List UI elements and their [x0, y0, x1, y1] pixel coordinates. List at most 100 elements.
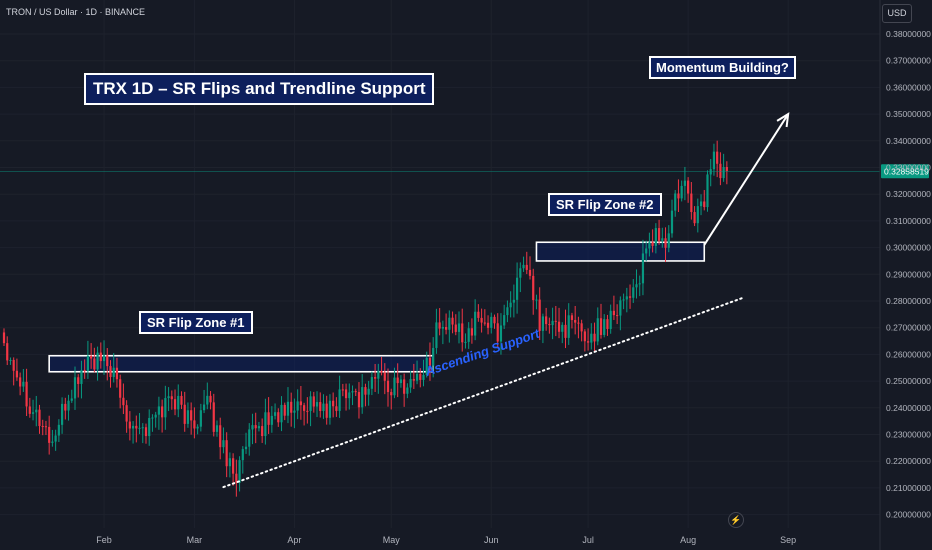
candle-body	[535, 299, 538, 301]
candle-body	[186, 410, 190, 424]
x-tick-label: Jul	[582, 535, 594, 545]
candle-body	[648, 242, 651, 249]
last-price-value: 0.32858519	[884, 166, 929, 176]
candle-body	[273, 412, 277, 416]
candle-body	[409, 378, 412, 388]
candle-body	[299, 401, 302, 406]
candle-body	[57, 424, 60, 436]
candle-body	[361, 387, 364, 408]
candle-body	[325, 403, 328, 418]
candle-body	[683, 180, 686, 186]
candle-body	[509, 302, 512, 308]
candle-body	[280, 404, 283, 423]
momentum-label: Momentum Building?	[649, 56, 796, 79]
candle-body	[645, 248, 648, 254]
candle-body	[593, 333, 596, 342]
candle-body	[309, 396, 312, 412]
candle-body	[719, 163, 722, 179]
candle-body	[86, 355, 90, 371]
candle-body	[44, 426, 48, 428]
candle-body	[131, 425, 135, 429]
candle-body	[725, 167, 728, 172]
candle-body	[296, 401, 299, 411]
x-tick-label: Aug	[680, 535, 696, 545]
candle-body	[228, 458, 231, 467]
candle-body	[254, 425, 257, 429]
candle-body	[135, 425, 138, 429]
candle-body	[9, 359, 12, 361]
candle-body	[306, 410, 309, 412]
candle-body	[232, 458, 235, 474]
candle-body	[2, 332, 6, 344]
candle-body	[31, 412, 35, 414]
candle-body	[545, 316, 548, 325]
candle-body	[474, 311, 477, 336]
candle-body	[6, 343, 9, 361]
candle-body	[628, 296, 632, 298]
candle-body	[706, 174, 709, 208]
candle-body	[635, 284, 638, 288]
candle-body	[283, 404, 286, 416]
x-tick-label: Mar	[187, 535, 203, 545]
candle-body	[322, 403, 325, 411]
candle-body	[70, 398, 73, 401]
candle-body	[651, 242, 654, 246]
candle-body	[38, 409, 41, 426]
candle-body	[677, 193, 680, 199]
candle-body	[154, 414, 157, 418]
candle-body	[580, 323, 583, 332]
candle-body	[528, 269, 532, 276]
candle-body	[215, 425, 219, 432]
sr-flip-zone-2-label: SR Flip Zone #2	[548, 193, 662, 216]
candle-body	[664, 238, 667, 248]
candle-body	[332, 400, 335, 407]
x-tick-label: Sep	[780, 535, 796, 545]
last-price-tag	[881, 164, 929, 179]
candle-body	[625, 296, 628, 300]
lightning-icon[interactable]: ⚡	[728, 512, 744, 528]
currency-button[interactable]: USD	[882, 4, 912, 23]
candle-body	[609, 310, 612, 329]
candle-body	[244, 446, 248, 450]
candle-body	[415, 373, 419, 381]
candle-body	[496, 323, 499, 342]
candle-body	[590, 333, 593, 343]
candle-body	[209, 395, 212, 403]
candle-body	[290, 401, 293, 413]
sr-flip-zone	[535, 241, 706, 262]
y-tick-label: 0.28000000	[886, 296, 931, 306]
candle-body	[35, 409, 38, 413]
candle-body	[661, 238, 664, 241]
candle-body	[548, 324, 551, 326]
candle-body	[448, 317, 451, 330]
y-tick-label: 0.32000000	[886, 189, 931, 199]
candle-body	[464, 341, 467, 343]
candle-body	[102, 355, 106, 362]
candle-body	[599, 318, 603, 335]
candle-body	[83, 370, 86, 372]
candle-body	[522, 264, 525, 269]
candle-body	[293, 410, 296, 413]
candle-body	[657, 228, 661, 241]
candle-body	[286, 401, 290, 416]
candle-body	[483, 322, 486, 324]
symbol-header: TRON / US Dollar · 1D · BINANCE	[6, 7, 146, 17]
candle-body	[157, 406, 160, 415]
candle-body	[699, 201, 703, 207]
candle-body	[251, 425, 254, 430]
candle-body	[138, 427, 141, 429]
candle-body	[687, 180, 690, 194]
candle-body	[506, 307, 509, 316]
candle-body	[312, 396, 315, 407]
candle-body	[467, 328, 470, 342]
candle-body	[235, 473, 238, 483]
candle-body	[257, 426, 261, 429]
candle-body	[716, 151, 719, 164]
candle-body	[432, 347, 435, 366]
candle-body	[264, 412, 267, 437]
candle-body	[335, 406, 338, 411]
candle-body	[386, 380, 390, 393]
y-tick-label: 0.24000000	[886, 403, 931, 413]
y-tick-label: 0.25000000	[886, 376, 931, 386]
